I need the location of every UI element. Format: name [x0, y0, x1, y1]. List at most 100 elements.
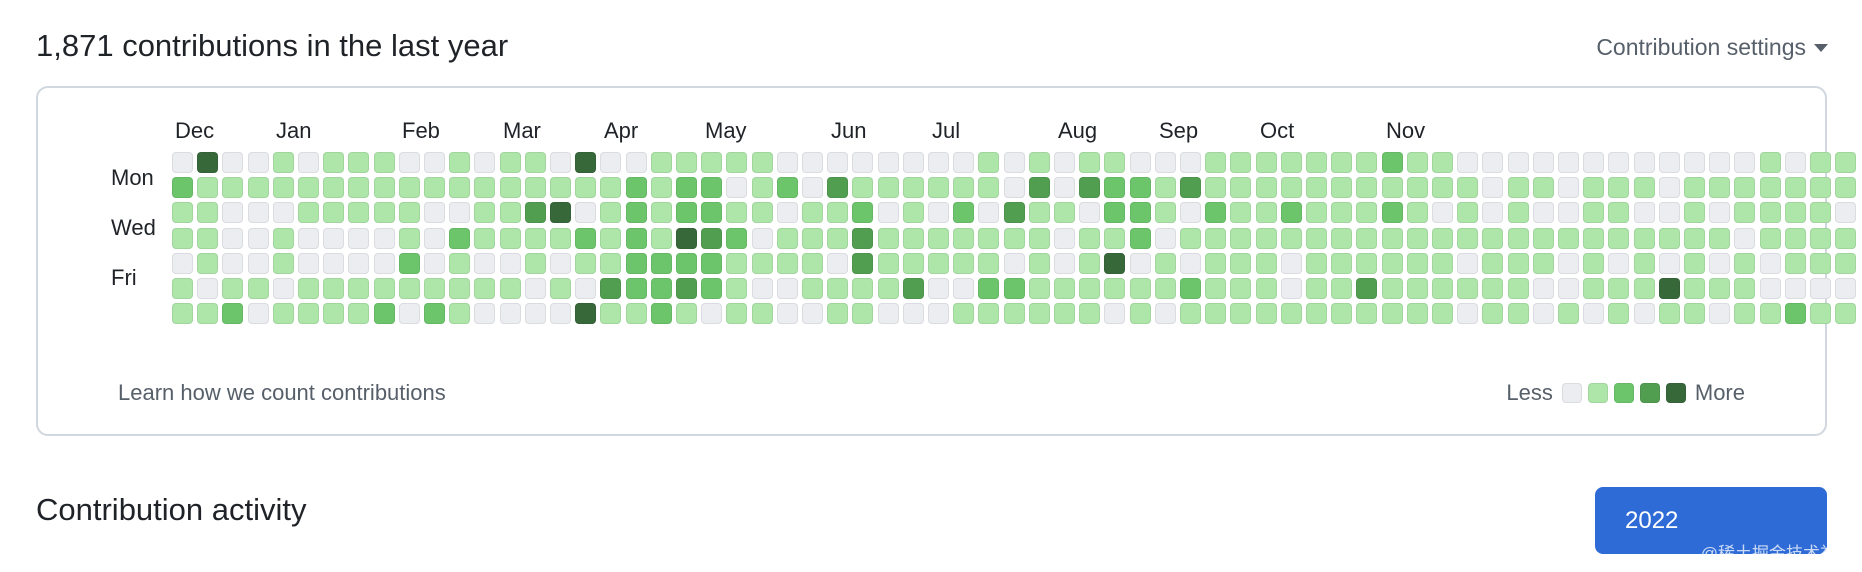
contribution-day[interactable]: [1406, 152, 1428, 173]
contribution-day[interactable]: [953, 252, 975, 274]
contribution-day[interactable]: [978, 303, 1000, 325]
contribution-day[interactable]: [776, 278, 798, 299]
contribution-day[interactable]: [1381, 278, 1403, 299]
contribution-day[interactable]: [449, 202, 471, 224]
contribution-day[interactable]: [1734, 202, 1756, 224]
contribution-day[interactable]: [474, 252, 496, 274]
contribution-day[interactable]: [1381, 177, 1403, 199]
contribution-day[interactable]: [902, 278, 924, 299]
contribution-day[interactable]: [1104, 227, 1126, 249]
contribution-day[interactable]: [550, 202, 571, 224]
contribution-day[interactable]: [1608, 252, 1630, 274]
contribution-day[interactable]: [726, 278, 748, 299]
contribution-day[interactable]: [222, 278, 244, 299]
contribution-day[interactable]: [877, 152, 899, 173]
contribution-day[interactable]: [1558, 252, 1579, 274]
contribution-day[interactable]: [247, 303, 269, 325]
contribution-day[interactable]: [1583, 227, 1605, 249]
contribution-day[interactable]: [1558, 278, 1579, 299]
contribution-day[interactable]: [1482, 202, 1504, 224]
contribution-day[interactable]: [701, 177, 723, 199]
contribution-day[interactable]: [298, 177, 319, 199]
contribution-day[interactable]: [398, 278, 420, 299]
contribution-day[interactable]: [1255, 252, 1277, 274]
contribution-day[interactable]: [1482, 177, 1504, 199]
contribution-day[interactable]: [1079, 202, 1101, 224]
contribution-day[interactable]: [1532, 252, 1554, 274]
contribution-day[interactable]: [1583, 303, 1605, 325]
contribution-day[interactable]: [928, 252, 949, 274]
contribution-day[interactable]: [1432, 227, 1453, 249]
contribution-day[interactable]: [1306, 303, 1327, 325]
contribution-day[interactable]: [1658, 152, 1680, 173]
contribution-day[interactable]: [575, 278, 597, 299]
contribution-day[interactable]: [1658, 303, 1680, 325]
contribution-day[interactable]: [1784, 252, 1806, 274]
contribution-day[interactable]: [701, 152, 723, 173]
contribution-day[interactable]: [398, 303, 420, 325]
contribution-day[interactable]: [499, 278, 521, 299]
contribution-day[interactable]: [852, 252, 874, 274]
contribution-day[interactable]: [1280, 303, 1302, 325]
contribution-day[interactable]: [1180, 227, 1201, 249]
contribution-day[interactable]: [550, 152, 571, 173]
contribution-day[interactable]: [1306, 227, 1327, 249]
contribution-day[interactable]: [600, 303, 622, 325]
contribution-day[interactable]: [1104, 152, 1126, 173]
contribution-day[interactable]: [1381, 152, 1403, 173]
contribution-day[interactable]: [827, 177, 849, 199]
contribution-day[interactable]: [1709, 278, 1731, 299]
contribution-day[interactable]: [1104, 202, 1126, 224]
contribution-day[interactable]: [928, 303, 949, 325]
contribution-day[interactable]: [1331, 278, 1353, 299]
contribution-day[interactable]: [222, 152, 244, 173]
contribution-day[interactable]: [877, 303, 899, 325]
contribution-day[interactable]: [1003, 278, 1025, 299]
contribution-day[interactable]: [1457, 152, 1479, 173]
contribution-day[interactable]: [1457, 303, 1479, 325]
contribution-day[interactable]: [726, 227, 748, 249]
contribution-day[interactable]: [1205, 252, 1227, 274]
contribution-day[interactable]: [1633, 227, 1655, 249]
contribution-day[interactable]: [172, 252, 193, 274]
contribution-day[interactable]: [1079, 152, 1101, 173]
contribution-day[interactable]: [1406, 177, 1428, 199]
contribution-day[interactable]: [323, 227, 345, 249]
contribution-day[interactable]: [1532, 202, 1554, 224]
contribution-day[interactable]: [298, 202, 319, 224]
contribution-day[interactable]: [348, 177, 370, 199]
contribution-day[interactable]: [877, 177, 899, 199]
contribution-day[interactable]: [1306, 152, 1327, 173]
contribution-day[interactable]: [1784, 152, 1806, 173]
contribution-day[interactable]: [776, 202, 798, 224]
contribution-day[interactable]: [1180, 278, 1201, 299]
contribution-day[interactable]: [827, 227, 849, 249]
contribution-day[interactable]: [373, 252, 395, 274]
contribution-day[interactable]: [373, 202, 395, 224]
contribution-day[interactable]: [1835, 202, 1857, 224]
contribution-day[interactable]: [1154, 227, 1176, 249]
contribution-day[interactable]: [751, 303, 773, 325]
contribution-day[interactable]: [424, 252, 445, 274]
contribution-day[interactable]: [1759, 177, 1781, 199]
contribution-day[interactable]: [1658, 227, 1680, 249]
contribution-day[interactable]: [499, 227, 521, 249]
contribution-day[interactable]: [1810, 303, 1831, 325]
contribution-day[interactable]: [1129, 227, 1151, 249]
contribution-day[interactable]: [676, 252, 697, 274]
contribution-day[interactable]: [877, 278, 899, 299]
contribution-day[interactable]: [348, 227, 370, 249]
contribution-day[interactable]: [701, 202, 723, 224]
contribution-day[interactable]: [424, 202, 445, 224]
contribution-day[interactable]: [1784, 303, 1806, 325]
contribution-day[interactable]: [373, 152, 395, 173]
contribution-day[interactable]: [852, 152, 874, 173]
contribution-day[interactable]: [172, 227, 193, 249]
contribution-day[interactable]: [650, 227, 672, 249]
contribution-day[interactable]: [1381, 252, 1403, 274]
contribution-day[interactable]: [827, 252, 849, 274]
contribution-day[interactable]: [953, 177, 975, 199]
contribution-day[interactable]: [852, 303, 874, 325]
contribution-day[interactable]: [902, 177, 924, 199]
contribution-day[interactable]: [1230, 278, 1252, 299]
